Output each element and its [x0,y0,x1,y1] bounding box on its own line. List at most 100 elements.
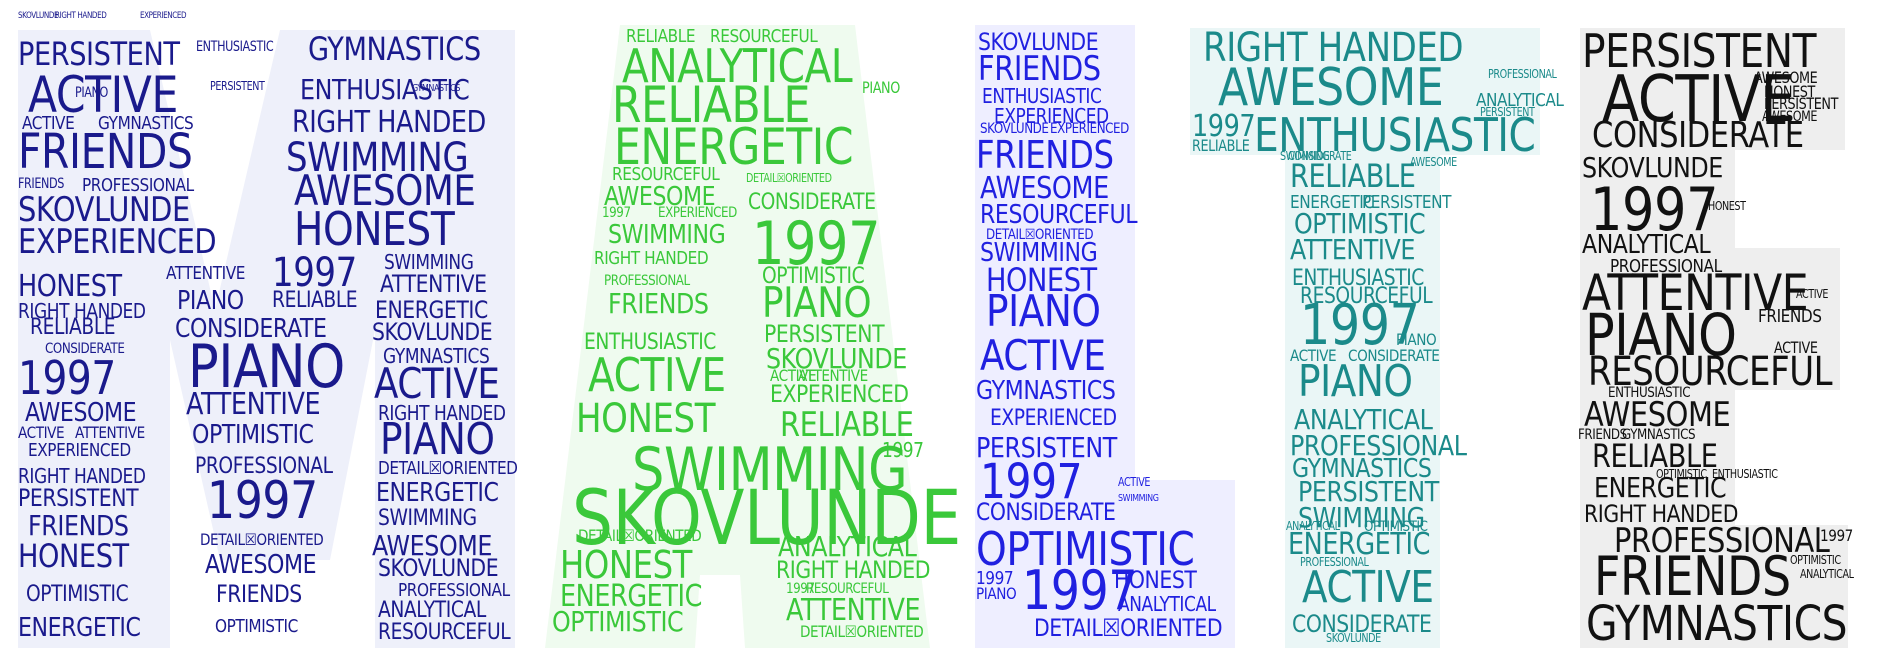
word-t-10: RELIABLE [1290,157,1416,195]
word-m-9: FRIENDS [18,124,193,180]
letter-e-shape [1580,28,1848,648]
word-e-27: PROFESSIONAL [1614,521,1830,561]
word-m-52: ENERGETIC [375,296,488,324]
word-l-12: PIANO [986,286,1101,337]
word-l-5: EXPERIENCED [1050,121,1129,137]
word-l-15: EXPERIENCED [990,406,1117,431]
letter-a-shape [545,25,930,648]
word-a-9: SWIMMING [608,220,726,250]
word-m-1: RIGHT HANDED [55,11,107,21]
word-m-4: ACTIVE [28,66,178,124]
word-m-65: RESOURCEFUL [378,620,511,645]
word-a-6: AWESOME [604,182,716,212]
word-a-10: RIGHT HANDED [594,248,709,269]
word-m-30: ATTENTIVE [166,263,245,284]
word-l-21: 1997 [1022,559,1138,622]
word-t-33: PROFESSIONAL [1300,555,1369,569]
word-a-35: 1997 [786,581,815,597]
word-a-11: PROFESSIONAL [604,273,690,289]
word-m-48: 1997 [272,250,357,296]
word-t-1: AWESOME [1218,58,1444,118]
word-l-10: SWIMMING [980,238,1098,268]
word-e-24: OPTIMISTIC [1656,467,1707,481]
word-m-36: PROFESSIONAL [195,454,333,479]
word-a-1: RESOURCEFUL [710,26,818,47]
word-a-17: SKOVLUNDE [572,473,961,562]
word-a-15: HONEST [576,396,716,442]
word-m-37: 1997 [207,471,318,531]
word-a-26: PIANO [762,278,872,327]
word-t-4: RELIABLE [1192,136,1250,155]
word-a-36: RESOURCEFUL [806,581,889,597]
word-t-0: RIGHT HANDED [1203,25,1464,71]
word-l-22: PIANO [976,584,1017,603]
word-m-62: SKOVLUNDE [378,554,499,582]
word-a-30: ATTENTIVE [798,366,868,385]
word-e-4: HONEST [1764,82,1815,101]
word-m-66: GYMNASTICS [412,83,461,94]
word-a-14: ACTIVE [588,348,726,402]
word-l-2: ENTHUSIASTIC [982,84,1102,108]
word-m-16: RELIABLE [30,315,116,340]
word-m-54: GYMNASTICS [383,344,490,368]
word-m-59: ENERGETIC [376,478,499,508]
word-a-12: FRIENDS [608,287,709,320]
word-a-20: ENERGETIC [560,579,702,614]
word-e-16: ACTIVE [1774,338,1818,357]
word-t-3: ENTHUSIASTIC [1254,108,1536,162]
word-m-60: SWIMMING [378,506,477,531]
word-l-6: FRIENDS [976,133,1114,177]
word-t-26: SWIMMING [1298,501,1425,534]
word-e-26: RIGHT HANDED [1584,500,1739,528]
word-t-17: 1997 [1300,293,1420,358]
word-e-31: OPTIMISTIC [1790,553,1841,567]
word-m-27: OPTIMISTIC [26,582,129,607]
word-t-24: GYMNASTICS [1292,454,1432,484]
word-m-61: AWESOME [372,529,492,562]
word-m-23: RIGHT HANDED [18,464,146,488]
word-m-41: OPTIMISTIC [215,616,298,637]
word-a-5: RESOURCEFUL [612,164,720,185]
word-a-16: SWIMMING [632,435,908,505]
word-l-26: ACTIVE [1118,475,1151,489]
word-t-28: ACTIVE [1302,562,1434,613]
word-t-15: ENTHUSIASTIC [1292,266,1424,291]
word-m-11: PROFESSIONAL [82,175,194,196]
word-e-5: PERSISTENT [1764,94,1839,113]
word-m-13: EXPERIENCED [18,222,217,262]
word-m-39: AWESOME [205,550,317,580]
word-l-16: PERSISTENT [976,431,1117,464]
word-l-23: HONEST [1114,566,1197,594]
word-e-7: SKOVLUNDE [1582,151,1723,184]
word-m-22: EXPERIENCED [28,440,131,461]
word-a-24: 1997 [752,209,881,279]
word-m-26: HONEST [18,537,129,575]
word-m-33: PIANO [188,332,345,402]
word-l-7: AWESOME [980,171,1109,206]
word-e-3: AWESOME [1754,68,1818,87]
word-m-8: GYMNASTICS [98,113,194,134]
word-m-51: ATTENTIVE [380,270,487,298]
word-e-0: PERSISTENT [1582,24,1817,78]
word-a-29: ACTIVE [770,366,817,385]
word-l-24: ANALYTICAL [1118,592,1216,616]
word-e-21: GYMNASTICS [1622,427,1696,443]
word-a-18: DETAIL☒ORIENTED [578,526,702,545]
word-l-25: DETAIL☒ORIENTED [1034,614,1223,642]
word-a-25: OPTIMISTIC [762,264,865,289]
word-m-0: SKOVLUNDE [18,11,59,21]
word-m-38: DETAIL☒ORIENTED [200,530,324,549]
word-t-14: ATTENTIVE [1290,233,1415,266]
word-l-19: OPTIMISTIC [976,522,1195,576]
word-a-34: RIGHT HANDED [776,556,931,584]
word-m-42: GYMNASTICS [308,30,481,68]
word-m-31: PIANO [177,286,244,316]
word-l-27: SWIMMING [1118,493,1159,504]
word-l-14: GYMNASTICS [976,376,1116,406]
word-m-47: HONEST [294,202,455,256]
word-m-7: ACTIVE [22,113,75,134]
word-m-17: CONSIDERATE [45,341,125,357]
word-a-39: PIANO [862,78,900,97]
word-a-7: 1997 [602,205,631,221]
